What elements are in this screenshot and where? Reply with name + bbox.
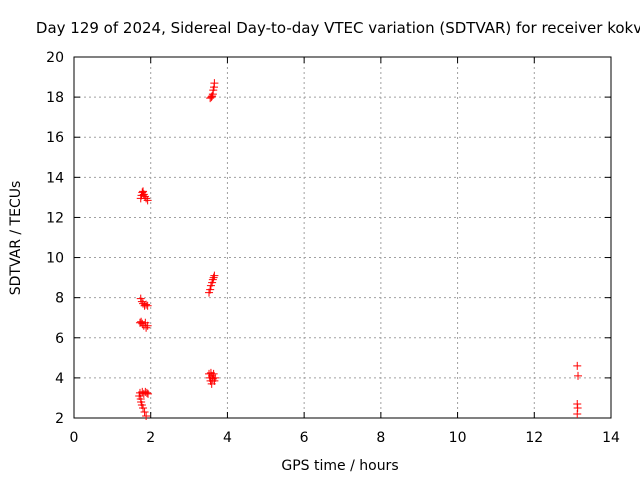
x-tick-label: 6 — [300, 430, 309, 446]
x-tick-label: 4 — [223, 430, 232, 446]
data-point — [144, 389, 153, 398]
data-point — [139, 190, 148, 199]
data-point — [210, 271, 219, 280]
y-tick-label: 20 — [46, 50, 64, 66]
y-tick-label: 8 — [55, 291, 64, 307]
data-point — [573, 361, 582, 370]
plot-frame — [73, 56, 612, 419]
data-point — [142, 411, 151, 420]
y-tick-label: 18 — [46, 90, 64, 106]
x-tick-label: 14 — [602, 430, 620, 446]
y-tick-label: 14 — [46, 170, 64, 186]
data-point — [208, 92, 217, 101]
data-points — [135, 79, 583, 420]
x-tick-label: 8 — [376, 430, 385, 446]
data-point — [137, 297, 146, 306]
data-point — [143, 196, 152, 205]
y-axis-label: SDTVAR / TECUs — [8, 181, 24, 296]
y-tick-label: 16 — [46, 130, 64, 146]
data-point — [209, 273, 218, 282]
data-point — [142, 300, 151, 309]
data-point — [137, 317, 146, 326]
data-point — [573, 409, 582, 418]
data-point — [140, 192, 149, 201]
data-point — [142, 388, 151, 397]
data-point — [210, 79, 219, 88]
data-point — [209, 369, 218, 378]
data-point — [142, 323, 151, 332]
x-tick-label: 10 — [449, 430, 467, 446]
y-tick-label: 6 — [55, 331, 64, 347]
data-point — [206, 285, 215, 294]
data-point — [143, 321, 152, 330]
data-point — [142, 194, 151, 203]
data-point — [208, 275, 217, 284]
y-tick-label: 2 — [55, 411, 64, 427]
data-point — [138, 188, 147, 197]
data-point — [140, 407, 149, 416]
y-tick-label: 10 — [46, 251, 64, 267]
data-point — [139, 403, 148, 412]
data-point — [211, 373, 220, 382]
x-tick-label: 12 — [525, 430, 543, 446]
grid — [74, 57, 611, 418]
data-point — [143, 301, 152, 310]
x-tick-label: 0 — [70, 430, 79, 446]
x-axis-label: GPS time / hours — [281, 458, 398, 474]
chart-title: Day 129 of 2024, Sidereal Day-to-day VTE… — [36, 19, 640, 37]
x-tick-label: 2 — [146, 430, 155, 446]
y-tick-label: 12 — [46, 210, 64, 226]
data-point — [574, 371, 583, 380]
data-point — [206, 94, 215, 103]
y-tick-label: 4 — [55, 371, 64, 387]
